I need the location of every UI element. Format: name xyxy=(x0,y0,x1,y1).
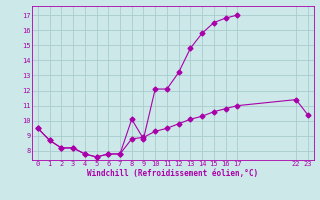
X-axis label: Windchill (Refroidissement éolien,°C): Windchill (Refroidissement éolien,°C) xyxy=(87,169,258,178)
